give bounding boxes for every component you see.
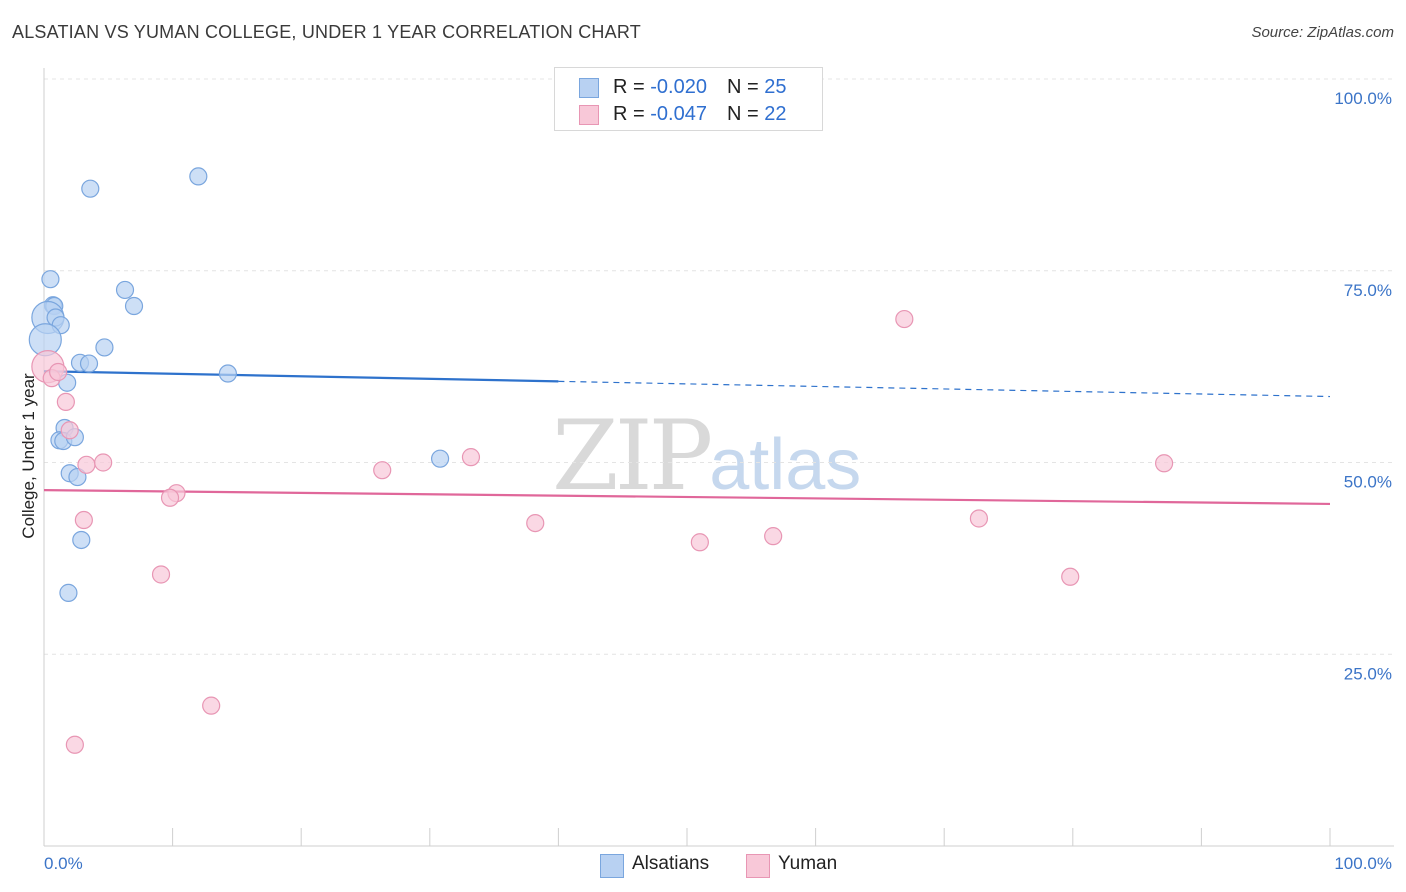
point-alsatians — [189, 167, 208, 186]
point-alsatians — [95, 338, 114, 357]
grid-lines — [44, 78, 1394, 655]
bottom-legend-label-alsatians: Alsatians — [632, 853, 710, 874]
point-yuman — [690, 533, 709, 552]
legend-r-value: -0.020 — [650, 76, 707, 98]
y-axis-title: College, Under 1 year — [19, 373, 38, 539]
point-yuman — [74, 510, 93, 530]
point-yuman — [94, 453, 113, 472]
legend-swatch-yuman — [579, 105, 599, 125]
point-alsatians — [115, 280, 135, 300]
zipatlas-watermark: ZIPatlas — [552, 400, 861, 512]
point-alsatians — [218, 364, 237, 383]
point-yuman — [151, 565, 171, 584]
x-tick-label-max: 100.0% — [1334, 854, 1392, 873]
point-alsatians — [81, 179, 100, 198]
point-yuman — [202, 696, 221, 715]
y-tick-labels: 25.0% 50.0% 75.0% 100.0% — [1334, 89, 1392, 683]
point-yuman — [60, 421, 79, 440]
point-yuman — [49, 362, 68, 382]
point-alsatians — [59, 583, 78, 602]
y-tick-label: 100.0% — [1334, 89, 1392, 108]
bottom-legend-label-yuman: Yuman — [778, 853, 838, 874]
axes — [43, 68, 1394, 847]
trend-lines — [43, 370, 1331, 506]
point-yuman — [526, 513, 545, 533]
point-alsatians — [124, 296, 144, 316]
point-alsatians — [79, 354, 99, 373]
point-yuman — [1155, 454, 1174, 473]
legend-n-label: N = — [726, 76, 765, 98]
data-points — [28, 167, 1174, 754]
legend-n-label: N = — [726, 103, 765, 125]
trend-line-alsatians — [43, 370, 559, 383]
bottom-legend-swatch-alsatians — [600, 854, 624, 878]
y-tick-label: 75.0% — [1344, 281, 1392, 300]
watermark-zip: ZIP — [552, 400, 713, 512]
point-yuman — [56, 392, 75, 412]
point-alsatians — [68, 467, 87, 487]
legend-swatch-alsatians — [579, 78, 599, 98]
legend-r-label: R = — [613, 76, 651, 98]
correlation-legend: R = -0.020 N = 25 R = -0.047 N = 22 — [554, 67, 823, 131]
point-yuman — [373, 461, 392, 480]
point-yuman — [895, 309, 914, 329]
legend-r-label: R = — [613, 103, 651, 125]
watermark-atlas: atlas — [709, 425, 862, 505]
trend-line-yuman — [43, 489, 1331, 506]
bottom-legend-swatch-yuman — [746, 854, 770, 878]
point-yuman — [969, 509, 989, 528]
point-yuman — [764, 527, 783, 546]
point-yuman — [77, 455, 96, 474]
point-yuman — [461, 448, 481, 467]
legend-n-value: 22 — [764, 103, 787, 125]
x-ticks — [172, 828, 1331, 846]
point-alsatians — [41, 270, 60, 289]
point-alsatians — [430, 449, 450, 468]
x-tick-label-min: 0.0% — [44, 854, 83, 873]
point-yuman — [65, 735, 84, 754]
point-yuman — [160, 488, 180, 507]
chart-title: ALSATIAN VS YUMAN COLLEGE, UNDER 1 YEAR … — [12, 22, 641, 42]
point-alsatians — [72, 530, 91, 550]
source-credit: Source: ZipAtlas.com — [1251, 24, 1394, 41]
legend-n-value: 25 — [764, 76, 787, 98]
y-tick-label: 25.0% — [1344, 664, 1392, 683]
y-tick-label: 50.0% — [1344, 473, 1392, 492]
trend-line-extension-alsatians — [558, 380, 1331, 398]
legend-r-value: -0.047 — [650, 103, 707, 125]
point-yuman — [1061, 567, 1080, 586]
